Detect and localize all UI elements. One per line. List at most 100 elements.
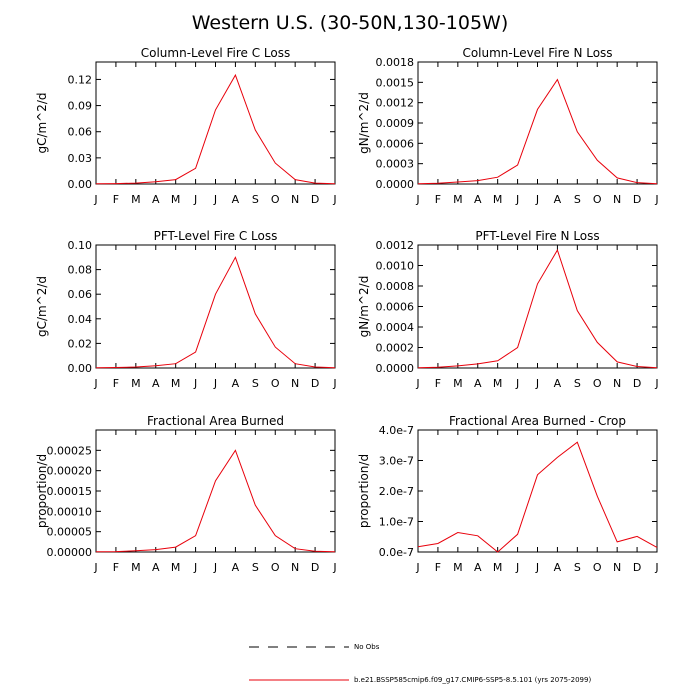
y-tick-label: 0.0018 [376,56,415,69]
y-tick-label: 1.0e-7 [379,516,414,529]
y-tick-label: 0.08 [68,264,93,277]
plot-frame [417,244,658,369]
x-tick-label: M [171,193,181,206]
series-line [95,73,336,185]
x-tick-label: D [311,377,319,390]
x-tick-label: J [332,193,336,206]
y-tick-label: 0.0002 [376,342,415,355]
x-tick-label: J [515,377,519,390]
x-tick-label: M [171,377,181,390]
y-tick-label: 0.02 [68,337,93,350]
panel-title: Fractional Area Burned - Crop [449,414,626,428]
x-tick-label: A [232,377,240,390]
x-tick-label: N [613,377,621,390]
y-tick-label: 0.0006 [376,137,415,150]
x-tick-label: A [554,193,562,206]
y-axis-label: gC/m^2/d [35,276,49,337]
x-tick-label: J [535,377,539,390]
x-tick-label: M [171,561,181,574]
plot-frame [95,429,336,553]
x-tick-label: O [271,193,280,206]
x-tick-label: F [113,193,119,206]
y-tick-label: 4.0e-7 [379,424,414,437]
x-tick-label: M [453,193,463,206]
y-tick-label: 0.0006 [376,301,415,314]
x-tick-label: F [435,377,441,390]
x-tick-label: M [453,377,463,390]
x-tick-label: O [593,561,602,574]
x-tick-label: M [493,193,503,206]
panel-title: PFT-Level Fire C Loss [154,229,278,243]
x-tick-label: S [252,377,259,390]
x-tick-label: A [232,193,240,206]
x-tick-label: J [93,193,97,206]
y-tick-label: 0.09 [68,100,93,113]
y-tick-label: 0.0004 [376,321,415,334]
x-tick-label: J [93,377,97,390]
x-tick-label: N [613,193,621,206]
x-tick-label: S [574,561,581,574]
x-tick-label: J [415,561,419,574]
legend-obs-line [249,646,349,648]
y-tick-label: 0.0009 [376,117,415,130]
panel-title: Column-Level Fire C Loss [141,46,291,60]
y-tick-label: 0.0e-7 [379,546,414,559]
x-tick-label: D [633,561,641,574]
series-line [417,248,658,369]
x-tick-label: S [252,561,259,574]
x-tick-label: J [415,377,419,390]
legend-model-line [249,679,349,681]
y-tick-label: 0.00005 [47,526,93,539]
x-tick-label: N [613,561,621,574]
plot-frame [95,61,336,185]
x-tick-label: J [654,193,658,206]
y-tick-label: 0.06 [68,288,93,301]
page-title: Western U.S. (30-50N,130-105W) [191,12,509,34]
legend-model-label: b.e21.BSSP585cmip6.f09_g17.CMIP6-SSP5-8.… [354,676,592,684]
x-tick-label: S [574,193,581,206]
y-axis-label: proportion/d [35,454,49,528]
x-tick-label: A [554,377,562,390]
x-tick-label: J [332,561,336,574]
y-tick-label: 0.03 [68,152,93,165]
x-tick-label: O [271,377,280,390]
x-tick-label: M [493,377,503,390]
x-tick-label: A [474,193,482,206]
y-tick-label: 0.00020 [47,465,93,478]
x-tick-label: A [474,561,482,574]
y-tick-label: 0.10 [68,239,93,252]
x-tick-label: O [593,193,602,206]
x-tick-label: D [633,193,641,206]
chart-panel-6: Fractional Area Burned - Crop proportion/… [357,414,659,574]
y-tick-label: 2.0e-7 [379,485,414,498]
x-tick-label: O [593,377,602,390]
y-tick-label: 0.0003 [376,158,415,171]
y-axis-label: gN/m^2/d [357,276,371,338]
y-tick-label: 0.0015 [376,76,415,89]
x-tick-label: F [435,193,441,206]
series-line [95,256,336,369]
x-tick-label: N [291,377,299,390]
x-tick-label: J [193,193,197,206]
x-tick-label: J [654,377,658,390]
legend-obs-label: No Obs [354,643,380,651]
x-tick-label: A [474,377,482,390]
y-tick-label: 0.0000 [376,178,415,191]
y-tick-label: 0.00000 [47,546,93,559]
y-tick-label: 0.0012 [376,239,415,252]
series-line [417,441,658,553]
x-tick-label: J [654,561,658,574]
x-tick-label: S [252,193,259,206]
plot-frame [417,429,658,553]
y-tick-label: 0.00015 [47,485,93,498]
x-tick-label: A [232,561,240,574]
x-tick-label: O [271,561,280,574]
y-tick-label: 0.00 [68,362,93,375]
x-tick-label: A [152,377,160,390]
y-tick-label: 0.06 [68,126,93,139]
x-tick-label: D [311,193,319,206]
